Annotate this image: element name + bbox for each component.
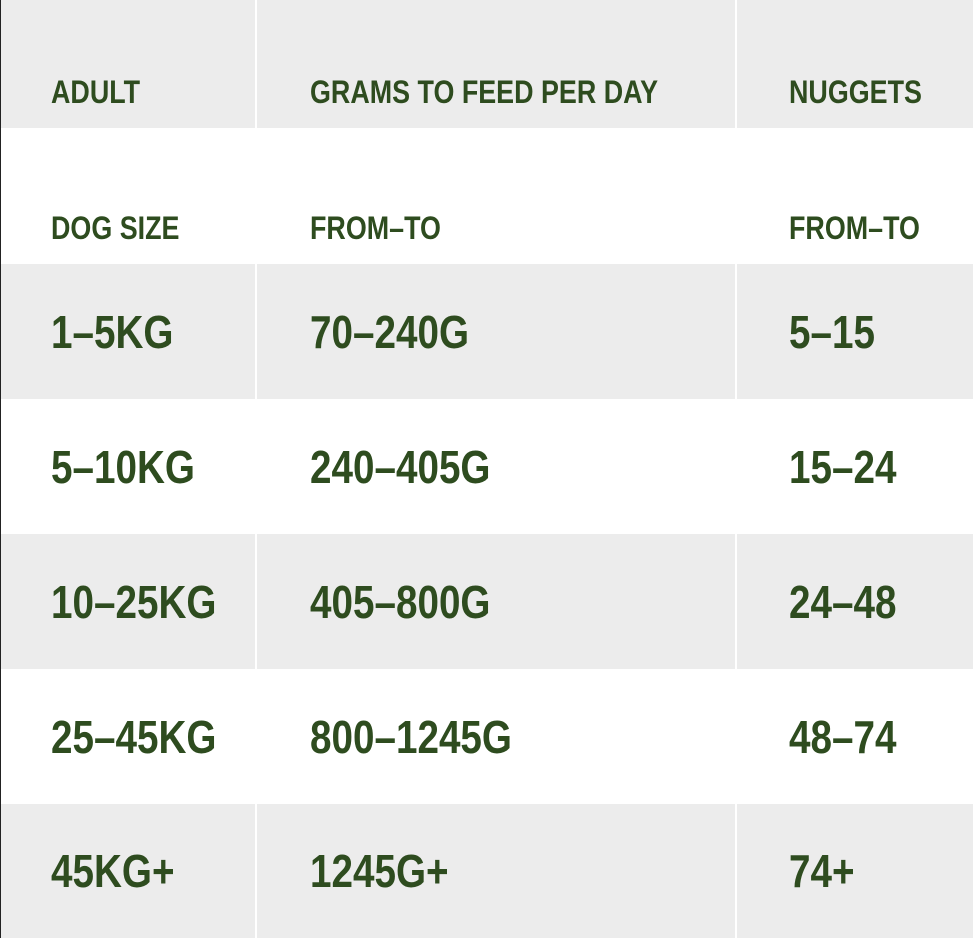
cell-divider — [735, 669, 737, 804]
cell-text: 70–240G — [310, 305, 469, 358]
cell-text: 24–48 — [789, 575, 897, 628]
cell-text: 74+ — [789, 845, 855, 897]
cell-text: DOG SIZE — [51, 210, 180, 246]
cell-text: 800–1245G — [310, 710, 512, 763]
cell-divider — [735, 399, 737, 534]
cell-text: 25–45KG — [51, 710, 217, 763]
cell-text: GRAMS TO FEED PER DAY — [310, 74, 659, 110]
header-cell: ADULT — [1, 0, 255, 128]
cell-divider — [735, 534, 737, 669]
header-cell: FROM–TO — [737, 128, 973, 264]
table-cell: 74+ — [737, 804, 973, 938]
table-cell: 24–48 — [737, 534, 973, 669]
cell-text: 5–10KG — [51, 440, 195, 493]
cell-text: 15–24 — [789, 440, 897, 493]
cell-text: 5–15 — [789, 305, 875, 358]
cell-divider — [255, 534, 257, 669]
cell-text: 10–25KG — [51, 575, 217, 628]
header-cell: FROM–TO — [257, 128, 735, 264]
header-cell: NUGGETS — [737, 0, 973, 128]
header-cell: GRAMS TO FEED PER DAY — [257, 0, 735, 128]
cell-text: NUGGETS — [789, 74, 922, 110]
cell-text: 48–74 — [789, 710, 897, 763]
cell-text: 405–800G — [310, 575, 491, 628]
cell-text: FROM–TO — [789, 210, 920, 246]
cell-divider — [735, 0, 737, 128]
table-cell: 25–45KG — [1, 669, 255, 804]
table-cell: 70–240G — [257, 264, 735, 399]
table-cell: 240–405G — [257, 399, 735, 534]
cell-divider — [735, 128, 737, 264]
table-cell: 800–1245G — [257, 669, 735, 804]
table-cell: 5–10KG — [1, 399, 255, 534]
table-cell: 45KG+ — [1, 804, 255, 938]
table-cell: 48–74 — [737, 669, 973, 804]
cell-text: ADULT — [51, 74, 141, 110]
table-cell: 5–15 — [737, 264, 973, 399]
table-cell: 405–800G — [257, 534, 735, 669]
header-cell: DOG SIZE — [1, 128, 255, 264]
table-cell: 1245G+ — [257, 804, 735, 938]
cell-divider — [255, 264, 257, 399]
cell-divider — [255, 804, 257, 938]
table-cell: 1–5KG — [1, 264, 255, 399]
cell-text: 240–405G — [310, 440, 491, 493]
cell-divider — [255, 669, 257, 804]
cell-divider — [255, 0, 257, 128]
cell-divider — [255, 399, 257, 534]
cell-text: 45KG+ — [51, 845, 175, 897]
cell-divider — [735, 804, 737, 938]
cell-divider — [735, 264, 737, 399]
cell-text: 1245G+ — [310, 845, 449, 897]
cell-divider — [255, 128, 257, 264]
table-cell: 10–25KG — [1, 534, 255, 669]
cell-text: 1–5KG — [51, 305, 174, 358]
cell-text: FROM–TO — [310, 210, 441, 246]
table-cell: 15–24 — [737, 399, 973, 534]
